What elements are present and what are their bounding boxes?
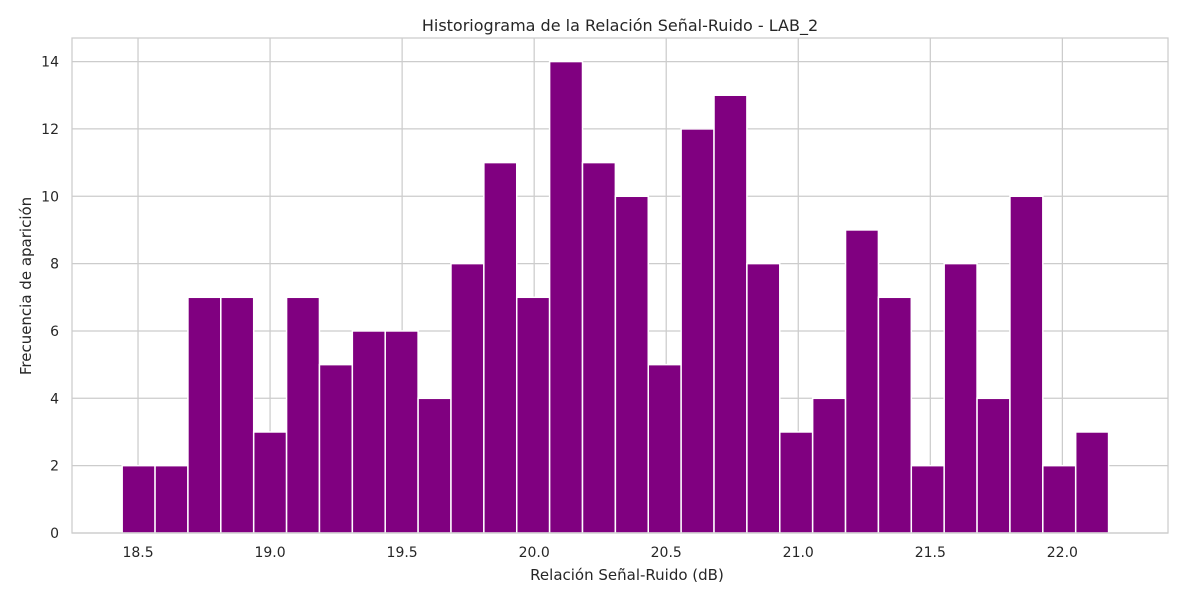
chart-title: Historiograma de la Relación Señal-Ruido… xyxy=(422,16,818,36)
x-tick-label: 22.0 xyxy=(1047,545,1078,561)
y-tick-label: 10 xyxy=(41,189,59,205)
histogram-bar xyxy=(318,363,354,534)
histogram-bar xyxy=(1074,431,1110,534)
histogram-bar xyxy=(252,431,288,534)
histogram-bar xyxy=(647,363,682,534)
y-axis-label: Frecuencia de aparición xyxy=(17,197,35,375)
histogram-bar xyxy=(614,195,650,534)
y-tick-labels: 0 2 4 6 8 10 12 14 xyxy=(41,55,59,542)
x-axis-label: Relación Señal-Ruido (dB) xyxy=(530,566,724,584)
histogram-bar xyxy=(515,296,551,534)
histogram-bar xyxy=(811,397,847,534)
y-tick-label: 0 xyxy=(50,526,59,542)
histogram-bar xyxy=(976,397,1011,534)
x-tick-label: 18.5 xyxy=(122,545,153,561)
x-tick-label: 19.5 xyxy=(387,545,418,561)
y-tick-label: 8 xyxy=(50,257,59,273)
histogram-bar xyxy=(844,229,880,534)
histogram-bar xyxy=(680,128,715,534)
histogram-bar xyxy=(1042,464,1077,534)
histogram-bar xyxy=(1009,195,1044,534)
y-tick-label: 2 xyxy=(50,459,59,475)
histogram-bar xyxy=(483,161,518,534)
plot-frame xyxy=(71,37,1169,534)
x-tick-labels: 18.5 19.0 19.5 20.0 20.5 21.0 21.5 22.0 xyxy=(122,545,1078,561)
histogram-bar xyxy=(187,296,222,534)
histogram-bar xyxy=(220,296,255,534)
histogram-bar xyxy=(943,262,978,534)
histogram-bar xyxy=(417,397,452,534)
histogram-bar xyxy=(351,330,386,534)
histogram-bar xyxy=(877,296,913,534)
histogram-bar xyxy=(450,262,485,534)
x-tick-label: 19.0 xyxy=(254,545,285,561)
bars-group xyxy=(121,60,1110,534)
x-tick-label: 21.5 xyxy=(915,545,946,561)
y-tick-label: 14 xyxy=(41,55,59,71)
histogram-bar xyxy=(548,60,584,534)
y-tick-label: 6 xyxy=(50,324,59,340)
y-tick-label: 12 xyxy=(41,122,59,138)
x-tick-label: 20.0 xyxy=(519,545,550,561)
histogram-bar xyxy=(121,464,156,534)
histogram-bar xyxy=(384,330,419,534)
y-tick-label: 4 xyxy=(50,391,59,407)
histogram-bar xyxy=(779,431,814,534)
histogram-bar xyxy=(713,94,748,534)
histogram-bar xyxy=(285,296,321,534)
histogram-bar xyxy=(581,161,617,534)
histogram-bar xyxy=(910,464,945,534)
histogram-bar xyxy=(154,464,189,534)
histogram-bar xyxy=(746,262,781,534)
x-tick-label: 21.0 xyxy=(783,545,814,561)
x-tick-label: 20.5 xyxy=(651,545,682,561)
